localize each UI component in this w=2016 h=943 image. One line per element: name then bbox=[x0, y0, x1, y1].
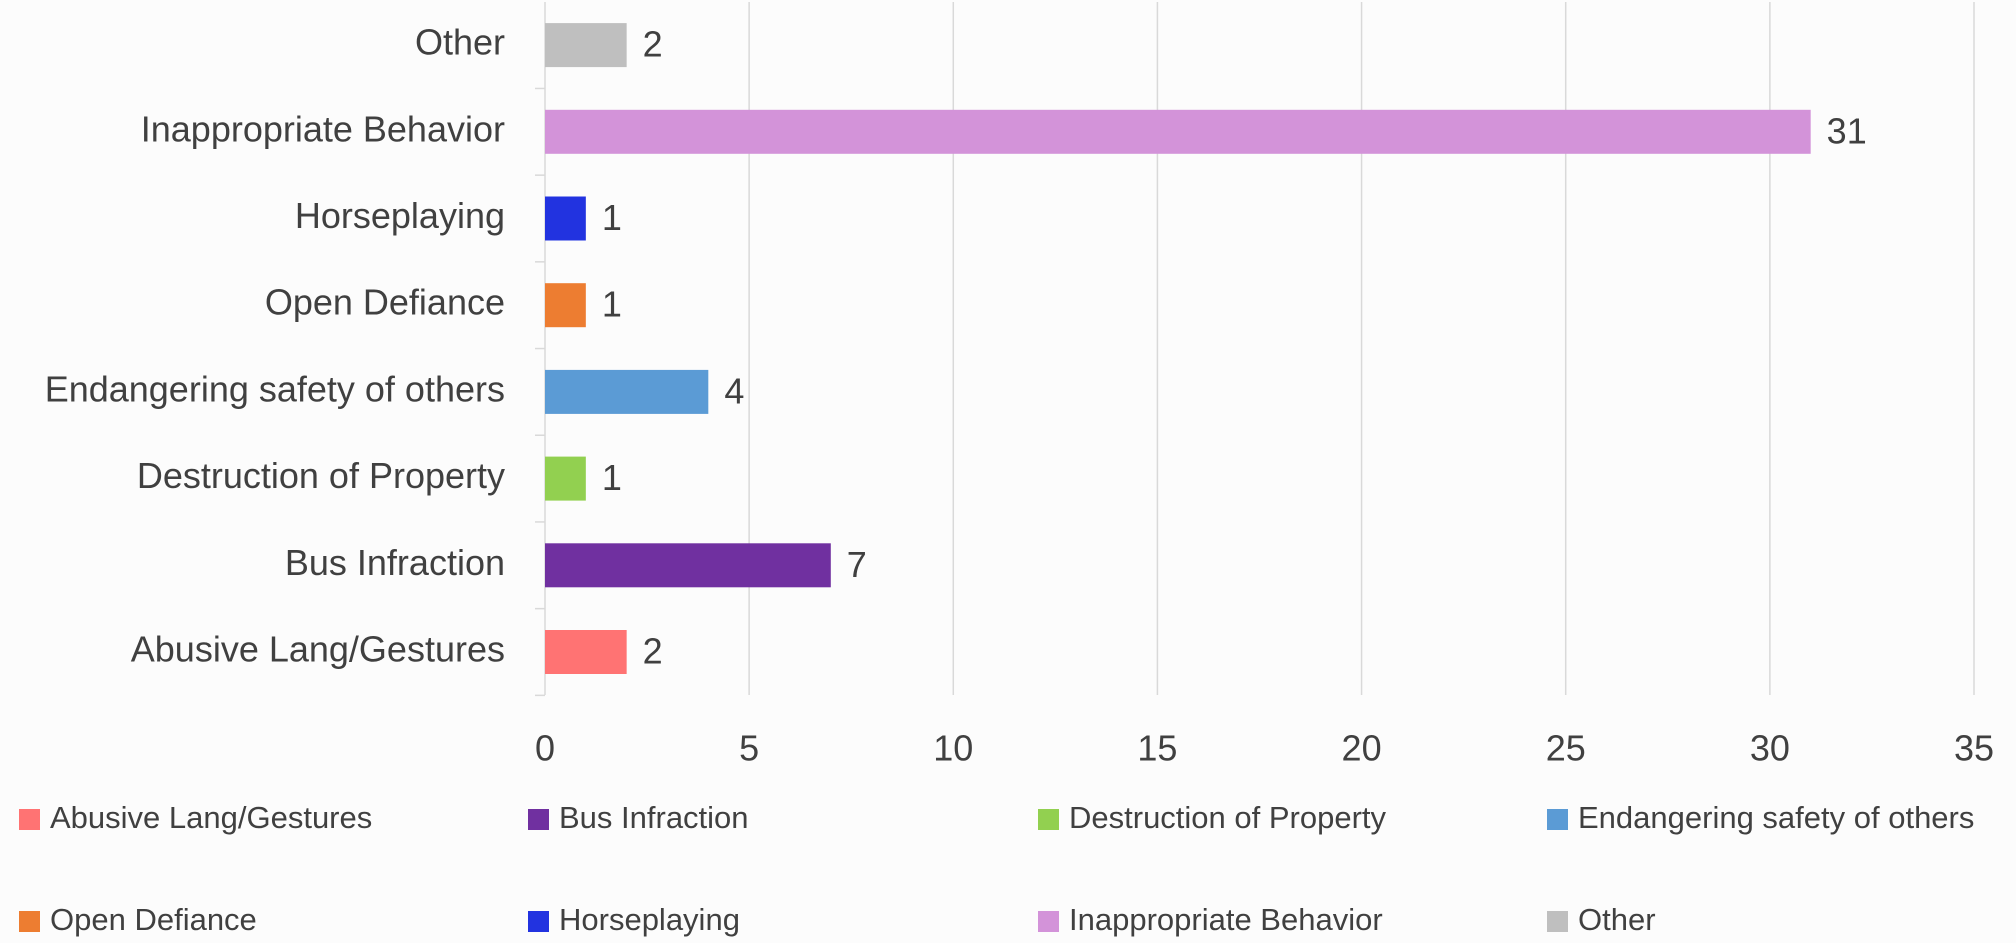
category-label: Other bbox=[415, 22, 505, 63]
legend-label: Destruction of Property bbox=[1069, 800, 1387, 835]
x-tick-label: 10 bbox=[933, 728, 973, 769]
legend-label: Other bbox=[1578, 902, 1656, 937]
x-tick-label: 35 bbox=[1954, 728, 1994, 769]
legend-swatch bbox=[1547, 809, 1568, 830]
bar bbox=[545, 456, 586, 501]
category-label: Destruction of Property bbox=[137, 455, 505, 496]
data-label: 1 bbox=[602, 197, 622, 238]
category-label: Bus Infraction bbox=[285, 542, 505, 583]
bar bbox=[545, 369, 709, 414]
legend-swatch bbox=[1038, 809, 1059, 830]
data-label: 1 bbox=[602, 457, 622, 498]
legend-swatch bbox=[528, 911, 549, 932]
legend-swatch bbox=[1038, 911, 1059, 932]
legend-label: Bus Infraction bbox=[559, 800, 749, 835]
x-tick-label: 20 bbox=[1342, 728, 1382, 769]
bar bbox=[545, 630, 627, 674]
x-tick-label: 5 bbox=[739, 728, 759, 769]
data-label: 4 bbox=[724, 370, 744, 411]
bar bbox=[545, 23, 627, 68]
data-label: 31 bbox=[1827, 110, 1867, 151]
category-label: Open Defiance bbox=[265, 282, 505, 323]
bar bbox=[545, 283, 586, 328]
bar bbox=[545, 109, 1811, 154]
legend-swatch bbox=[19, 911, 40, 932]
data-label: 7 bbox=[847, 544, 867, 585]
legend-swatch bbox=[528, 809, 549, 830]
legend-label: Abusive Lang/Gestures bbox=[50, 800, 372, 835]
x-tick-label: 25 bbox=[1546, 728, 1586, 769]
data-label: 1 bbox=[602, 284, 622, 325]
x-tick-label: 30 bbox=[1750, 728, 1790, 769]
legend-swatch bbox=[1547, 911, 1568, 932]
legend-swatch bbox=[19, 809, 40, 830]
category-label: Abusive Lang/Gestures bbox=[131, 629, 505, 670]
category-label: Endangering safety of others bbox=[45, 368, 505, 409]
legend-label: Endangering safety of others bbox=[1578, 800, 1974, 835]
legend-label: Horseplaying bbox=[559, 902, 740, 937]
data-label: 2 bbox=[643, 631, 663, 672]
data-label: 2 bbox=[643, 24, 663, 65]
category-label: Horseplaying bbox=[295, 195, 505, 236]
x-tick-label: 15 bbox=[1137, 728, 1177, 769]
category-label: Inappropriate Behavior bbox=[141, 108, 505, 149]
legend-label: Inappropriate Behavior bbox=[1069, 902, 1383, 937]
bar bbox=[545, 196, 586, 241]
x-tick-label: 0 bbox=[535, 728, 555, 769]
legend-label: Open Defiance bbox=[50, 902, 257, 937]
bar bbox=[545, 543, 831, 588]
